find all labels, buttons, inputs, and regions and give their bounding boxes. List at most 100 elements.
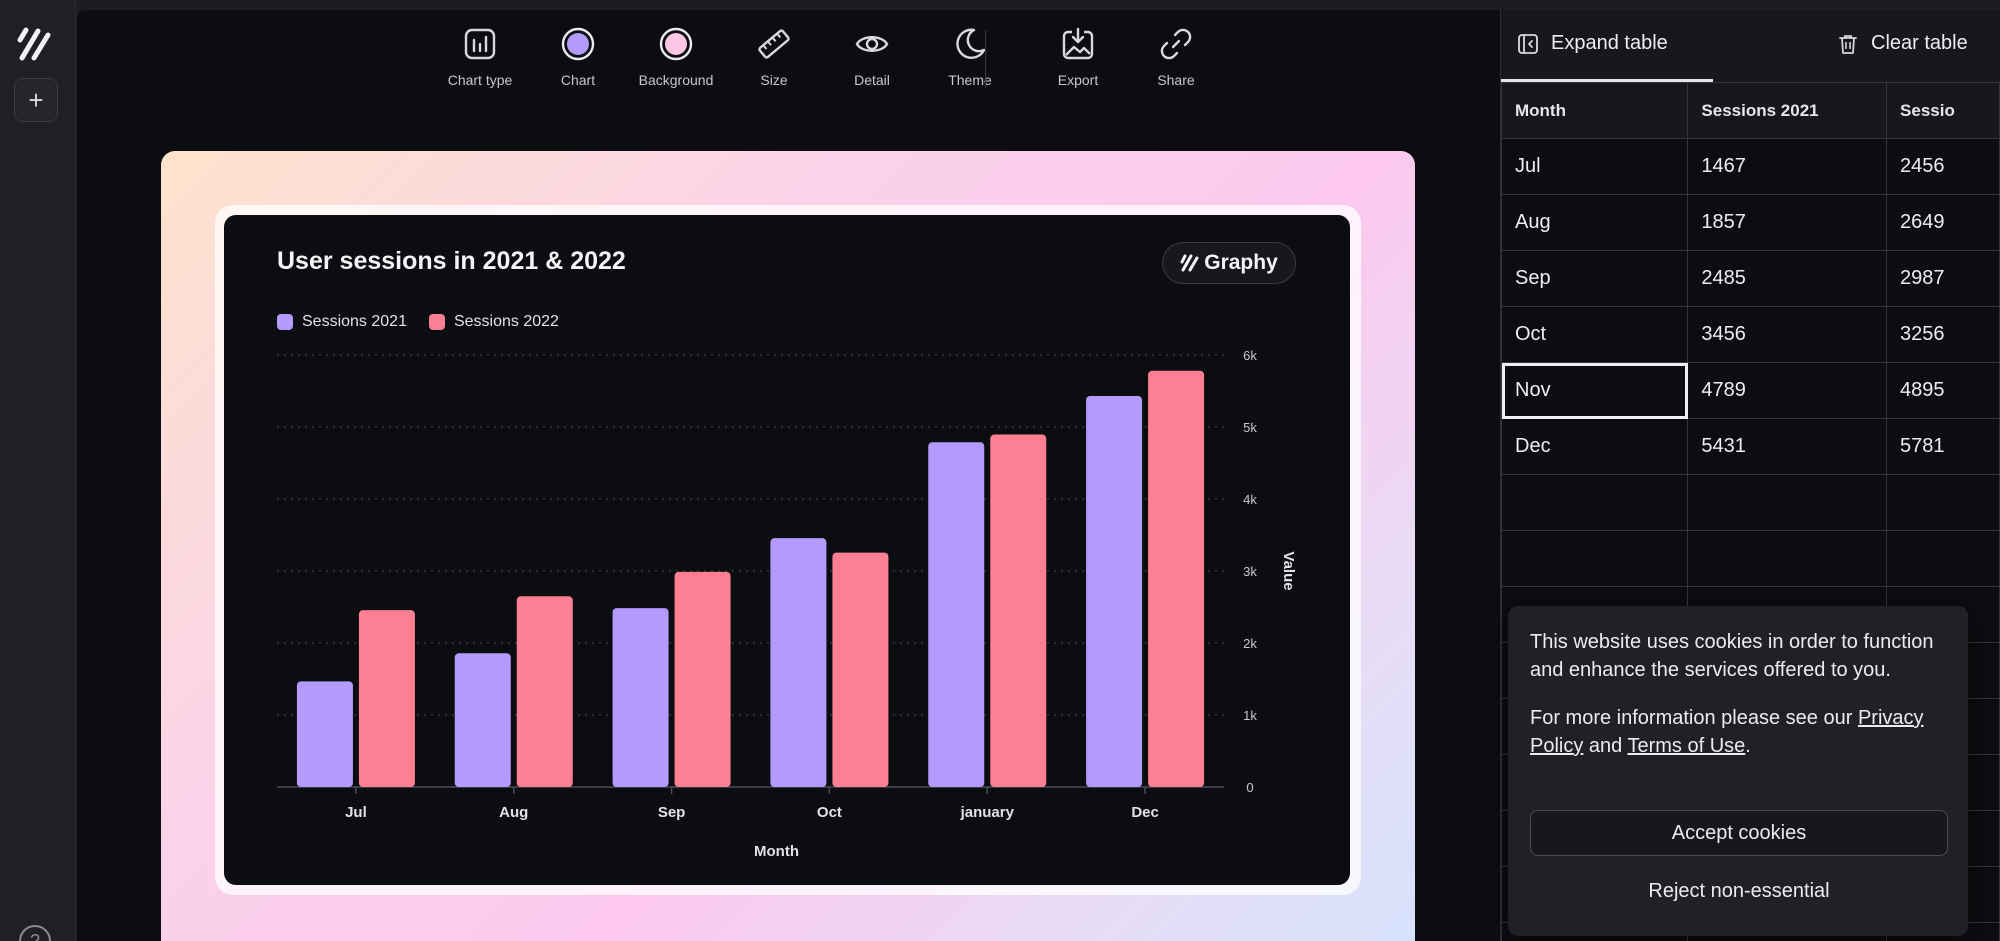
trash-icon (1839, 34, 1857, 54)
bar-2022[interactable] (516, 596, 573, 787)
chart-title[interactable]: User sessions in 2021 & 2022 (277, 247, 626, 275)
toolbar-label: Share (1157, 72, 1195, 88)
bar-2022[interactable] (1148, 370, 1205, 787)
table-cell[interactable]: Dec (1501, 418, 1689, 475)
table-cell[interactable]: 4789 (1687, 362, 1888, 419)
graphy-logo-icon (1180, 254, 1199, 272)
toolbar-theme-button[interactable]: Theme (922, 26, 1018, 90)
table-cell[interactable]: 2485 (1687, 250, 1888, 307)
eye-icon (855, 36, 889, 52)
table-cell[interactable]: 3256 (1886, 306, 2000, 363)
legend-label: Sessions 2021 (302, 313, 407, 330)
bar-2021[interactable] (770, 538, 827, 787)
table-header-row: Month Sessions 2021 Sessio (1501, 82, 2000, 139)
toolbar-label: Detail (854, 72, 890, 88)
legend-swatch (277, 314, 293, 330)
toolbar-chart-type-button[interactable]: Chart type (432, 26, 528, 90)
y-tick-label: 4k (1243, 492, 1257, 507)
privacy-policy-link[interactable]: Privacy Policy (1530, 707, 1924, 757)
toolbar-divider (985, 30, 986, 88)
toolbar-export-button[interactable]: Export (1030, 26, 1126, 90)
x-tick-label: Jul (345, 804, 367, 821)
toolbar-detail-button[interactable]: Detail (824, 26, 920, 90)
expand-table-button[interactable]: Expand table (1517, 32, 1668, 55)
cookie-banner: This website uses cookies in order to fu… (1508, 606, 1968, 936)
question-icon: ? (29, 930, 40, 941)
main-canvas: Chart type Chart Background (77, 10, 1500, 941)
chart-legend: Sessions 2021 Sessions 2022 (277, 313, 559, 331)
chart-color-icon (561, 27, 595, 61)
link-icon (1160, 28, 1192, 60)
legend-swatch (428, 314, 445, 330)
table-cell[interactable] (1687, 530, 1888, 587)
ruler-icon (758, 29, 790, 59)
legend-item-2021[interactable]: Sessions 2021 (277, 313, 407, 331)
graphy-badge[interactable]: Graphy (1162, 242, 1296, 284)
reject-non-essential-button[interactable]: Reject non-essential (1648, 879, 1830, 902)
chart-card[interactable]: User sessions in 2021 & 2022 Graphy Sess… (224, 215, 1350, 885)
table-row (1501, 474, 2000, 531)
bar-2022[interactable] (358, 610, 415, 787)
cookie-info: For more information please see our Priv… (1530, 704, 1946, 760)
table-cell[interactable]: 1467 (1687, 138, 1888, 195)
table-cell[interactable]: 4895 (1886, 362, 2000, 419)
table-cell[interactable]: 5431 (1687, 418, 1888, 475)
bar-2022[interactable] (674, 571, 731, 787)
table-cell[interactable]: 1857 (1687, 194, 1888, 251)
table-cell[interactable]: Jul (1501, 138, 1689, 195)
table-row: Nov 4789 4895 (1501, 362, 2000, 419)
active-tab-indicator (1501, 79, 1713, 82)
toolbar-chart-color-button[interactable]: Chart (530, 26, 626, 90)
toolbar-size-button[interactable]: Size (726, 26, 822, 90)
table-cell[interactable] (1886, 530, 2000, 587)
y-tick-label: 5k (1243, 420, 1257, 435)
x-tick-label: Aug (499, 804, 528, 821)
bar-2022[interactable] (990, 434, 1047, 787)
table-header-cell[interactable]: Sessio (1886, 82, 2000, 139)
graphy-brand-name: Graphy (1204, 251, 1278, 274)
table-header-cell[interactable]: Month (1501, 82, 1689, 139)
clear-table-button[interactable]: Clear table (1837, 32, 1968, 55)
moon-icon (956, 28, 986, 59)
y-tick-label: 2k (1243, 636, 1257, 651)
add-chart-button[interactable]: + (14, 78, 58, 122)
table-cell[interactable]: Sep (1501, 250, 1689, 307)
bar-2021[interactable] (1086, 395, 1143, 787)
help-button[interactable]: ? (19, 925, 51, 941)
bar-2021[interactable] (454, 653, 511, 787)
table-row: Sep 2485 2987 (1501, 250, 2000, 307)
table-cell[interactable]: 5781 (1886, 418, 2000, 475)
table-row (1501, 530, 2000, 587)
toolbar-label: Size (760, 72, 788, 88)
table-cell[interactable] (1886, 474, 2000, 531)
y-tick-label: 6k (1243, 348, 1257, 363)
table-cell[interactable]: Aug (1501, 194, 1689, 251)
table-cell[interactable]: Oct (1501, 306, 1689, 363)
table-cell[interactable]: 2649 (1886, 194, 2000, 251)
legend-item-2022[interactable]: Sessions 2022 (428, 313, 559, 331)
toolbar-background-button[interactable]: Background (628, 26, 724, 90)
table-cell[interactable]: 2987 (1886, 250, 2000, 307)
table-cell[interactable] (1687, 474, 1888, 531)
bar-2021[interactable] (296, 681, 353, 787)
y-axis-title: Value (1280, 551, 1297, 590)
x-tick-label: Oct (817, 804, 842, 821)
table-cell[interactable]: 2456 (1886, 138, 2000, 195)
bar-2021[interactable] (928, 442, 985, 787)
bar-2021[interactable] (612, 608, 669, 787)
x-tick-label: january (960, 804, 1015, 821)
table-cell[interactable] (1501, 530, 1689, 587)
app-logo-icon[interactable] (16, 26, 52, 62)
toolbar-share-button[interactable]: Share (1128, 26, 1224, 90)
table-cell[interactable] (1501, 474, 1689, 531)
bar-chart-plot: 0 1k 2k 3k 4k 5k 6k Jul Aug Sep Oct january Dec Month… (277, 348, 1297, 860)
accept-cookies-button[interactable]: Accept cookies (1530, 810, 1948, 856)
clear-table-label: Clear table (1871, 32, 1968, 54)
cookie-period: . (1745, 735, 1751, 757)
table-cell[interactable]: 3456 (1687, 306, 1888, 363)
table-header-cell[interactable]: Sessions 2021 (1687, 82, 1888, 139)
table-cell[interactable]: Nov (1501, 362, 1689, 419)
toolbar: Chart type Chart Background (77, 10, 1500, 106)
terms-of-use-link[interactable]: Terms of Use (1627, 735, 1746, 757)
bar-2022[interactable] (832, 552, 889, 787)
